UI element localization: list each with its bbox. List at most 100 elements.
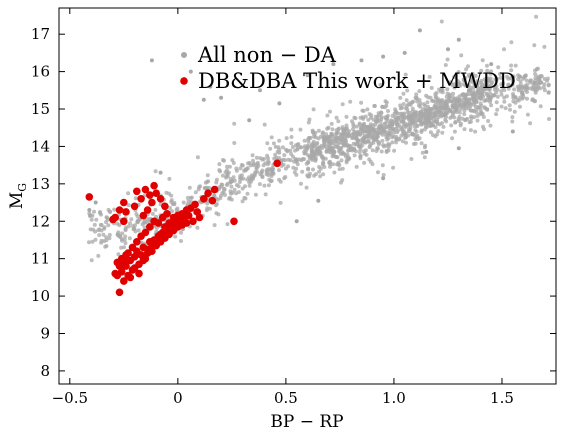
non-da-point: [489, 69, 494, 74]
non-da-point: [466, 64, 470, 69]
non-da-point: [533, 72, 538, 77]
non-da-point: [519, 85, 524, 90]
non-da-point: [277, 168, 281, 173]
non-da-point: [448, 115, 453, 120]
non-da-point: [311, 107, 316, 112]
non-da-point: [370, 148, 375, 153]
db-dba-point: [115, 288, 124, 297]
non-da-point: [546, 90, 551, 95]
non-da-point: [397, 136, 402, 141]
non-da-point: [433, 119, 438, 124]
non-da-point: [366, 126, 371, 131]
non-da-point: [265, 153, 270, 158]
legend-marker-non-da: [181, 52, 187, 58]
non-da-point: [394, 140, 399, 145]
non-da-point: [406, 129, 411, 134]
db-dba-point: [154, 219, 163, 227]
non-da-point: [306, 159, 311, 164]
non-da-point: [422, 155, 427, 160]
non-da-point: [433, 134, 438, 139]
non-da-point: [343, 136, 348, 141]
non-da-point: [116, 252, 121, 257]
non-da-point: [348, 144, 353, 149]
non-da-point: [136, 228, 141, 233]
non-da-point: [375, 146, 380, 151]
non-da-point: [321, 172, 326, 177]
db-dba-point: [152, 236, 160, 244]
non-da-point: [340, 102, 345, 107]
non-da-point: [475, 89, 480, 94]
non-da-point: [372, 104, 377, 108]
non-da-point: [445, 87, 450, 92]
non-da-point: [469, 116, 474, 121]
non-da-point: [384, 143, 388, 148]
non-da-point: [278, 200, 283, 205]
non-da-point: [195, 225, 200, 230]
non-da-point: [134, 212, 139, 216]
non-da-point: [524, 78, 529, 83]
non-da-point: [390, 140, 395, 145]
non-da-point: [490, 80, 494, 85]
non-da-point: [316, 136, 321, 141]
non-da-point: [339, 149, 344, 154]
non-da-point: [366, 117, 371, 122]
non-da-point: [232, 141, 237, 145]
non-da-point: [492, 93, 497, 98]
non-da-point: [501, 85, 506, 90]
non-da-point: [402, 111, 407, 116]
non-da-point: [452, 103, 457, 108]
non-da-point: [137, 217, 142, 222]
db-dba-point: [126, 273, 135, 282]
db-dba-point: [150, 181, 158, 190]
non-da-point: [436, 129, 441, 134]
non-da-point: [502, 47, 506, 52]
non-da-point: [119, 237, 124, 242]
non-da-point: [400, 139, 405, 144]
non-da-outlier: [201, 97, 206, 102]
non-da-point: [170, 202, 175, 207]
legend-marker-db-dba: [180, 77, 188, 85]
db-dba-point: [115, 206, 124, 214]
non-da-point: [478, 80, 483, 85]
non-da-point: [378, 119, 383, 124]
x-tick-label: −0.5: [52, 389, 88, 407]
non-da-point: [507, 103, 512, 108]
non-da-point: [449, 123, 454, 128]
non-da-point: [263, 192, 268, 197]
non-da-point: [423, 118, 428, 123]
non-da-point: [313, 156, 318, 161]
non-da-point: [433, 95, 438, 100]
non-da-point: [328, 161, 333, 166]
non-da-point: [330, 127, 335, 132]
db-dba-point: [122, 208, 130, 216]
non-da-point: [451, 112, 455, 117]
non-da-point: [371, 134, 376, 139]
non-da-point: [361, 116, 366, 121]
non-da-point: [320, 162, 325, 167]
non-da-point: [452, 109, 457, 113]
non-da-point: [357, 121, 362, 126]
non-da-point: [129, 217, 134, 222]
non-da-outlier: [294, 219, 299, 224]
non-da-point: [285, 149, 290, 154]
non-da-point: [401, 132, 406, 137]
non-da-point: [525, 90, 529, 94]
non-da-point: [328, 146, 333, 151]
y-tick-label: 12: [31, 212, 50, 230]
db-dba-point: [111, 213, 119, 222]
non-da-point: [462, 127, 467, 132]
db-dba-point: [182, 219, 191, 227]
db-dba-point: [156, 195, 165, 203]
non-da-outlier: [359, 58, 364, 63]
db-dba-point: [143, 206, 152, 214]
non-da-point: [407, 123, 412, 128]
db-dba-point: [165, 219, 173, 227]
db-dba-point: [139, 211, 148, 220]
non-da-point: [386, 124, 391, 129]
non-da-point: [245, 166, 250, 171]
non-da-point: [496, 65, 501, 70]
non-da-point: [530, 98, 535, 103]
non-da-point: [181, 200, 186, 205]
non-da-point: [474, 82, 478, 87]
non-da-point: [179, 230, 183, 235]
